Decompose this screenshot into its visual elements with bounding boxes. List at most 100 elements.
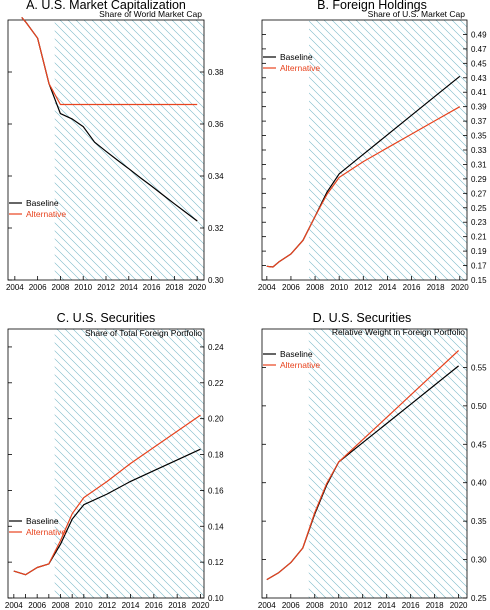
chart-panel-1: 0.30 0.32 0.34 0.36 0.38 2004 2006 2008 2010 2012… xyxy=(6,0,224,292)
series-line-alternative xyxy=(266,106,461,268)
x-tick-label: 2004 xyxy=(6,283,24,292)
y-tick-label: 0.18 xyxy=(208,451,224,460)
legend-label-alternative: Alternative xyxy=(26,209,66,219)
y-tick-label: 0.35 xyxy=(471,517,487,526)
x-tick-label: 2006 xyxy=(282,283,300,292)
y-tick-label: 0.39 xyxy=(471,103,487,112)
x-tick-label: 2010 xyxy=(75,601,93,610)
y-tick-label: 0.40 xyxy=(471,479,487,488)
y-tick-label: 0.30 xyxy=(471,556,487,565)
y-tick-label: 0.23 xyxy=(471,218,487,227)
chart-panel-2: 0.15 0.17 0.19 0.21 0.23 0.25 0.27 0.29 0.31 0.33… xyxy=(258,0,487,292)
chart-panel-3: 0.10 0.12 0.14 0.16 0.18 0.20 0.22 0.24 2004 2006… xyxy=(5,311,224,610)
panel-subtitle: Share of U.S. Market Cap xyxy=(368,9,466,19)
x-tick-label: 2020 xyxy=(192,601,210,610)
x-tick-label: 2004 xyxy=(5,601,23,610)
legend-label-baseline: Baseline xyxy=(26,516,59,526)
x-tick-label: 2014 xyxy=(120,283,138,292)
series-line-alternative xyxy=(21,17,198,106)
panel-title: A. U.S. Market Capitalization xyxy=(26,0,186,12)
panel-title: D. U.S. Securities xyxy=(313,311,412,325)
series-line-alternative xyxy=(13,414,201,576)
y-tick-label: 0.32 xyxy=(208,224,224,233)
x-tick-label: 2020 xyxy=(188,283,206,292)
legend-label-alternative: Alternative xyxy=(280,63,320,73)
legend-label-alternative: Alternative xyxy=(26,527,66,537)
legend-label-baseline: Baseline xyxy=(280,52,313,62)
y-tick-label: 0.19 xyxy=(471,247,487,256)
y-tick-label: 0.22 xyxy=(208,379,224,388)
x-tick-label: 2016 xyxy=(145,601,163,610)
x-tick-label: 2010 xyxy=(330,601,348,610)
x-tick-label: 2008 xyxy=(306,601,324,610)
y-tick-label: 0.36 xyxy=(208,120,224,129)
panel-title: C. U.S. Securities xyxy=(57,311,156,325)
y-tick-label: 0.24 xyxy=(208,343,224,352)
y-tick-label: 0.45 xyxy=(471,59,487,68)
y-tick-label: 0.38 xyxy=(208,68,224,77)
y-tick-label: 0.31 xyxy=(471,160,487,169)
x-tick-label: 2016 xyxy=(403,283,421,292)
x-tick-label: 2006 xyxy=(28,601,46,610)
y-tick-label: 0.49 xyxy=(471,30,487,39)
x-tick-label: 2008 xyxy=(306,283,324,292)
x-tick-label: 2012 xyxy=(354,601,372,610)
y-tick-label: 0.17 xyxy=(471,262,487,271)
panel-subtitle: Relative Weight in Foreign Portfolio xyxy=(332,327,465,337)
projection-hatch-region xyxy=(308,329,467,598)
plot-frame xyxy=(261,328,468,599)
y-tick-label: 0.12 xyxy=(208,558,224,567)
y-tick-label: 0.55 xyxy=(471,363,487,372)
x-tick-label: 2004 xyxy=(258,601,276,610)
y-tick-label: 0.41 xyxy=(471,88,487,97)
panel-subtitle: Share of World Market Cap xyxy=(99,9,202,19)
x-tick-label: 2018 xyxy=(427,283,445,292)
y-tick-label: 0.34 xyxy=(208,172,224,181)
y-tick-label: 0.25 xyxy=(471,204,487,213)
y-tick-label: 0.15 xyxy=(471,276,487,285)
x-tick-label: 2012 xyxy=(98,601,116,610)
x-tick-label: 2020 xyxy=(451,283,469,292)
x-tick-label: 2012 xyxy=(354,283,372,292)
x-tick-label: 2006 xyxy=(29,283,47,292)
y-tick-label: 0.30 xyxy=(208,276,224,285)
x-tick-label: 2006 xyxy=(282,601,300,610)
x-tick-label: 2008 xyxy=(52,283,70,292)
x-tick-label: 2020 xyxy=(450,601,468,610)
y-tick-label: 0.47 xyxy=(471,45,487,54)
y-tick-label: 0.43 xyxy=(471,74,487,83)
y-tick-label: 0.16 xyxy=(208,486,224,495)
panel-title: B. Foreign Holdings xyxy=(317,0,427,12)
x-tick-label: 2010 xyxy=(74,283,92,292)
y-tick-label: 0.21 xyxy=(471,233,487,242)
x-tick-label: 2016 xyxy=(402,601,420,610)
y-tick-label: 0.20 xyxy=(208,415,224,424)
projection-hatch-region xyxy=(54,329,204,598)
legend-label-baseline: Baseline xyxy=(26,198,59,208)
y-tick-label: 0.29 xyxy=(471,175,487,184)
y-tick-label: 0.10 xyxy=(208,594,224,603)
y-tick-label: 0.35 xyxy=(471,132,487,141)
x-tick-label: 2018 xyxy=(426,601,444,610)
legend-label-alternative: Alternative xyxy=(280,360,320,370)
projection-hatch-region xyxy=(309,20,467,280)
x-tick-label: 2018 xyxy=(168,601,186,610)
chart-panel-4: 0.25 0.30 0.35 0.40 0.45 0.50 0.55 2004 2006 2008… xyxy=(258,311,487,610)
legend-label-baseline: Baseline xyxy=(280,349,313,359)
x-tick-label: 2014 xyxy=(379,283,397,292)
x-tick-label: 2012 xyxy=(97,283,115,292)
series-line-alternative xyxy=(266,350,460,581)
y-tick-label: 0.14 xyxy=(208,522,224,531)
y-tick-label: 0.27 xyxy=(471,189,487,198)
y-tick-label: 0.25 xyxy=(471,594,487,603)
x-tick-label: 2004 xyxy=(258,283,276,292)
x-tick-label: 2014 xyxy=(122,601,140,610)
y-tick-label: 0.33 xyxy=(471,146,487,155)
panel-subtitle: Share of Total Foreign Portfolio xyxy=(85,328,202,338)
x-tick-label: 2018 xyxy=(165,283,183,292)
